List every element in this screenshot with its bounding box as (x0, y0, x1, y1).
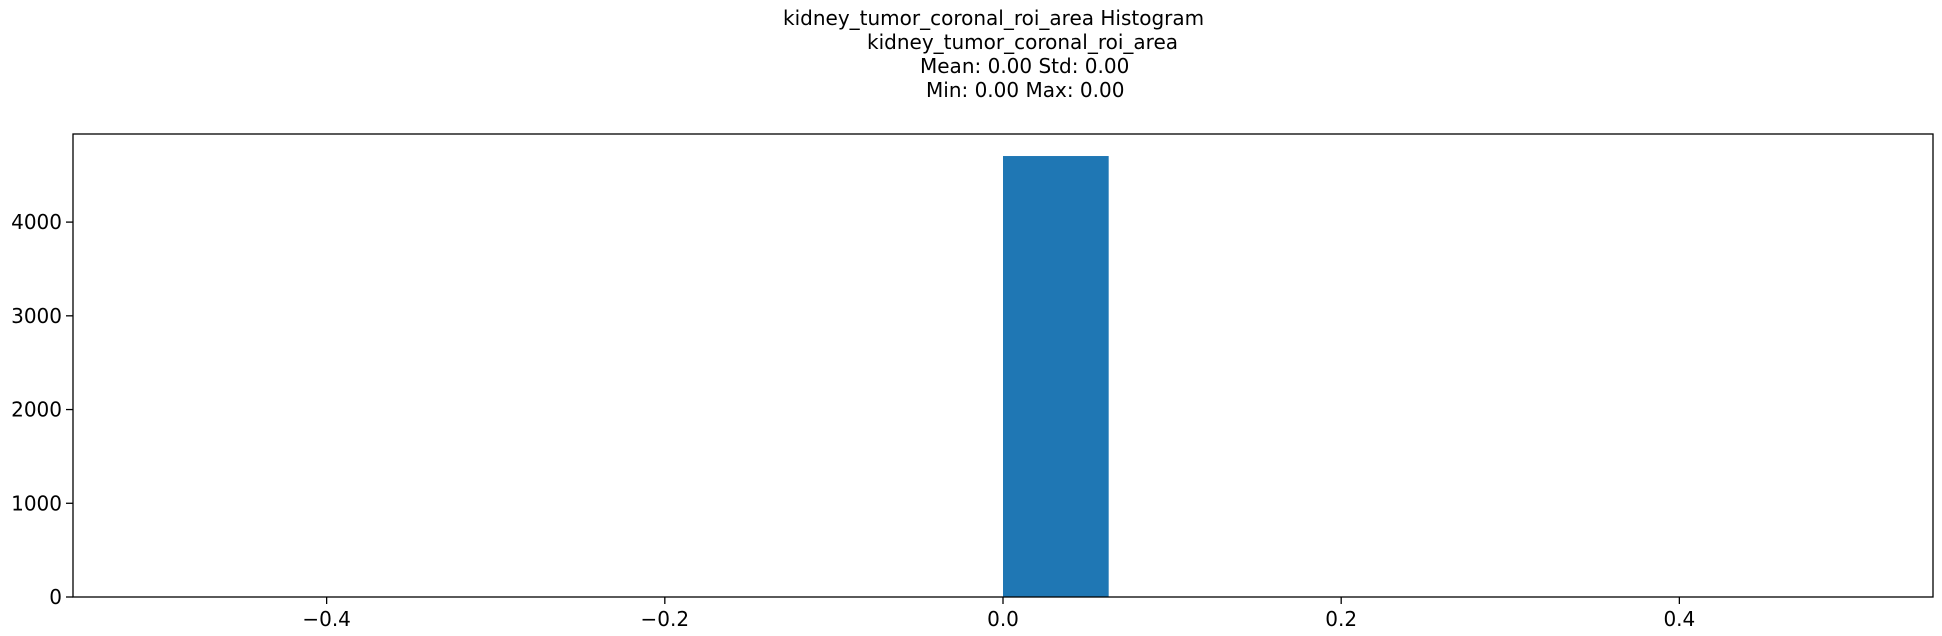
x-tick-label: 0.4 (1663, 607, 1695, 631)
chart-stats-min-max: Min: 0.00 Max: 0.00 (926, 78, 1125, 102)
y-tick-label: 4000 (11, 210, 62, 234)
y-tick-label: 3000 (11, 304, 62, 328)
bars-layer (1003, 156, 1109, 597)
chart-stats-mean-std: Mean: 0.00 Std: 0.00 (920, 54, 1130, 78)
x-axis: −0.4 −0.2 0.0 0.2 0.4 (302, 597, 1695, 631)
x-tick-label: 0.2 (1325, 607, 1357, 631)
x-tick-label: −0.4 (302, 607, 351, 631)
plot-frame (72, 133, 1934, 598)
chart-subtitle-line: kidney_tumor_coronal_roi_area (867, 30, 1179, 54)
y-tick-label: 2000 (11, 398, 62, 422)
y-axis: 0 1000 2000 3000 4000 (11, 210, 73, 609)
histogram-bar (1003, 156, 1109, 597)
y-tick-label: 0 (49, 585, 62, 609)
y-tick-label: 1000 (11, 491, 62, 515)
x-tick-label: −0.2 (641, 607, 690, 631)
x-tick-label: 0.0 (987, 607, 1019, 631)
chart-title-line: kidney_tumor_coronal_roi_area Histogram (783, 6, 1205, 30)
